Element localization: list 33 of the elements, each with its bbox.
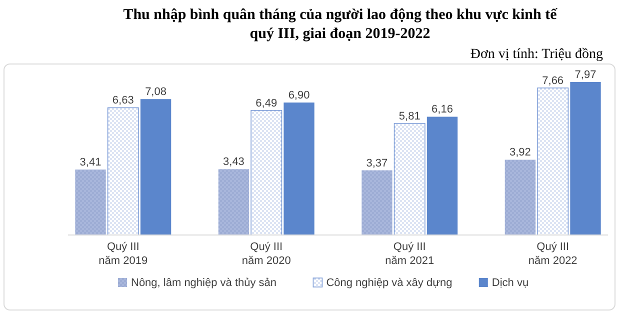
bar <box>107 107 139 236</box>
bar <box>362 170 392 235</box>
data-label: 7,97 <box>574 69 596 81</box>
x-tick-label: Quý III năm 2021 <box>385 241 434 267</box>
data-label: 3,37 <box>366 157 388 170</box>
x-tick-label: Quý III năm 2020 <box>242 241 291 267</box>
bar <box>426 116 458 235</box>
bar <box>504 160 536 235</box>
bar <box>218 169 250 235</box>
data-label: 3,41 <box>80 156 102 169</box>
bar <box>537 88 569 236</box>
legend-label: Dịch vụ <box>492 277 529 289</box>
data-label: 6,16 <box>432 104 453 116</box>
bar <box>140 99 172 235</box>
data-label: 6,90 <box>288 90 310 102</box>
data-label: 3,92 <box>510 146 531 159</box>
data-label: 5,81 <box>398 110 420 122</box>
chart-title: Thu nhập bình quân tháng của người lao động theo khu vực kinh tế quý III, giai đoạn 2019-2022 <box>123 7 558 42</box>
chart-subtitle: Đơn vị tính: Triệu đồng <box>470 47 603 62</box>
data-label: 7,08 <box>145 86 166 98</box>
data-label: 6,63 <box>112 94 134 107</box>
data-label: 7,66 <box>542 74 564 87</box>
data-label: 3,43 <box>223 156 244 168</box>
legend-label: Công nghiệp và xây dựng <box>326 277 452 289</box>
bar <box>394 123 426 236</box>
bar <box>75 170 106 235</box>
bar <box>284 102 314 235</box>
legend-label: Nông, lâm nghiệp và thủy sản <box>131 277 277 289</box>
x-tick-label: Quý III năm 2019 <box>98 241 148 267</box>
x-tick-label: Quý III năm 2022 <box>528 241 578 267</box>
bar <box>250 110 282 236</box>
data-label: 6,49 <box>256 97 278 110</box>
bar <box>570 82 601 235</box>
